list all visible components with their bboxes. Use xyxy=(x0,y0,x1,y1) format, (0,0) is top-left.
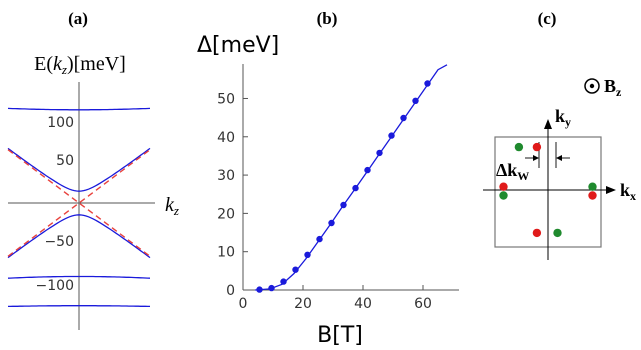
panel-a-ytick-neg50: −50 xyxy=(44,234,74,250)
dk-left-arrowhead xyxy=(533,155,539,161)
panel-b-ytick-label: 20 xyxy=(217,206,235,222)
panel-b: Δ[meV] B[T] 0 20 40 60 0 10 20 30 40 50 xyxy=(197,33,459,348)
panel-c-ky-label: ky xyxy=(555,106,571,129)
data-point xyxy=(352,184,359,192)
panel-b-ytick-label: 30 xyxy=(217,168,235,184)
data-point xyxy=(424,80,431,87)
panel-c-kx-arrowhead xyxy=(606,186,616,194)
dk-right-arrowhead xyxy=(556,155,562,161)
panel-a-curves xyxy=(7,107,151,308)
panel-a: E(kz)[meV] 100 50 −50 −100 kz xyxy=(7,53,179,330)
panel-a-ytick-50: 50 xyxy=(56,153,74,169)
bz-out-of-plane-dot xyxy=(589,83,595,89)
panel-a-ytick-neg100: −100 xyxy=(36,278,74,294)
panel-label-c: (c) xyxy=(538,9,557,28)
panel-b-tick-labels: 0 20 40 60 0 10 20 30 40 50 xyxy=(217,91,432,312)
red-node-dot xyxy=(532,142,542,152)
panel-b-xtick-label: 60 xyxy=(414,296,432,312)
data-point xyxy=(376,149,383,157)
panel-b-axes xyxy=(242,64,459,291)
panel-b-ylabel: Δ[meV] xyxy=(197,33,279,58)
panel-a-xlabel: kz xyxy=(165,194,179,218)
panel-c: ky kx Bz ΔkW xyxy=(483,76,636,260)
band-curve-4 xyxy=(8,305,150,308)
band-curve-0 xyxy=(7,107,151,111)
panel-b-xtick-label: 40 xyxy=(354,296,372,312)
panel-b-points xyxy=(256,80,431,293)
data-point xyxy=(256,286,263,293)
panel-label-a: (a) xyxy=(68,9,88,28)
panel-c-kx-label: kx xyxy=(620,180,636,203)
panel-b-ytick-label: 0 xyxy=(226,283,235,299)
data-point xyxy=(364,166,371,174)
data-point xyxy=(400,114,407,122)
panel-b-ytick-label: 10 xyxy=(217,245,235,261)
panel-c-dk-label: ΔkW xyxy=(496,160,529,183)
band-curve-1 xyxy=(7,147,151,192)
data-point xyxy=(268,284,275,292)
panel-c-bz-label: Bz xyxy=(604,76,622,99)
data-point xyxy=(316,235,323,243)
red-node-dot xyxy=(499,182,508,191)
data-point xyxy=(388,132,395,139)
data-point xyxy=(340,201,347,209)
data-point xyxy=(328,219,335,227)
panel-b-ytick-label: 40 xyxy=(217,130,235,146)
green-node-dot xyxy=(553,228,562,238)
green-node-dot xyxy=(514,142,524,152)
panel-a-ylabel: E(kz)[meV] xyxy=(34,53,126,77)
green-node-dot xyxy=(499,191,508,200)
red-node-dot xyxy=(588,191,597,200)
band-curve-2 xyxy=(7,214,151,259)
panel-b-xlabel: B[T] xyxy=(317,323,363,348)
data-point xyxy=(304,251,311,258)
panel-b-xtick-label: 0 xyxy=(239,296,248,312)
green-node-dot xyxy=(588,182,597,191)
panel-b-ytick-label: 50 xyxy=(217,91,235,107)
data-point xyxy=(280,278,287,285)
panel-c-dots xyxy=(499,142,597,238)
panel-b-xtick-label: 20 xyxy=(294,296,312,312)
panel-b-fit-curve xyxy=(254,64,448,291)
panel-label-b: (b) xyxy=(317,9,338,28)
panel-c-ky-arrowhead xyxy=(544,119,552,129)
data-point xyxy=(412,97,419,105)
band-curve-3 xyxy=(7,275,151,279)
red-node-dot xyxy=(532,228,542,238)
panel-a-ytick-100: 100 xyxy=(47,115,74,131)
data-point xyxy=(292,266,299,273)
bz-out-of-plane-icon xyxy=(584,78,600,94)
